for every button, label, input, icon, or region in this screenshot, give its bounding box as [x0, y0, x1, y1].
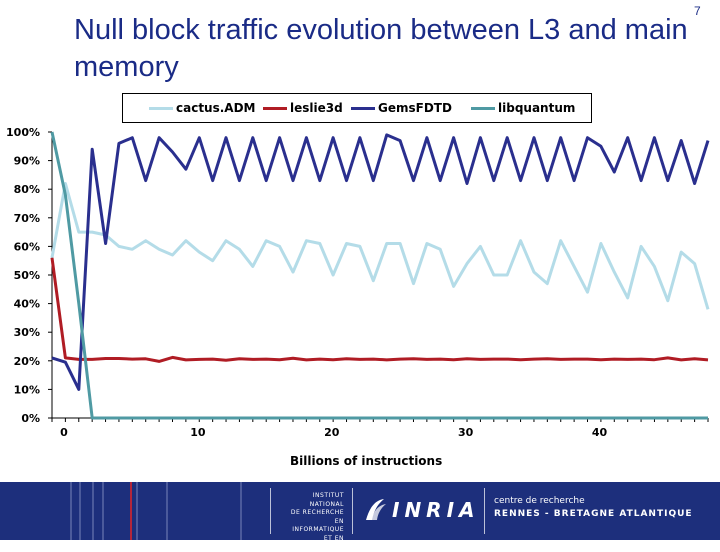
series-line-cactusadm — [50, 182, 710, 310]
inria-logo: INRIA — [362, 496, 480, 524]
y-tick-label: 80% — [14, 183, 40, 196]
legend-item-gemsfdtd: GemsFDTD — [351, 101, 452, 115]
footer-stripe — [102, 482, 104, 540]
inria-logo-text: INRIA — [392, 498, 480, 522]
chart-legend: cactus.ADM leslie3d GemsFDTD libquantum — [122, 93, 592, 123]
legend-item-libquantum: libquantum — [471, 101, 575, 115]
research-center-line1: centre de recherche — [494, 496, 585, 506]
footer-stripe — [136, 482, 138, 540]
legend-label: cactus.ADM — [176, 101, 256, 115]
y-tick-label: 90% — [14, 155, 40, 168]
footer-stripe — [240, 482, 242, 540]
legend-label: leslie3d — [290, 101, 343, 115]
y-tick-label: 60% — [14, 240, 40, 253]
footer-separator — [270, 488, 271, 534]
footer-stripe — [92, 482, 94, 540]
footer-stripe — [130, 482, 132, 540]
slide-title: Null block traffic evolution between L3 … — [74, 14, 688, 83]
series-line-gemsfdtd — [51, 133, 710, 391]
series-line-leslie3d — [50, 257, 709, 363]
legend-swatch — [351, 106, 375, 110]
legend-label: GemsFDTD — [378, 101, 452, 115]
y-tick-label: 20% — [14, 355, 40, 368]
x-tick-label: 10 — [190, 426, 206, 439]
legend-swatch — [471, 106, 495, 110]
institute-line: DE RECHERCHE — [290, 509, 344, 516]
footer-separator — [484, 488, 485, 534]
footer-separator — [352, 488, 353, 534]
legend-swatch — [263, 106, 287, 110]
line-chart: 0% 10% 20% 30% 40% 50% 60% 70% 80% 90% 100% 0 10 20 30… — [6, 126, 710, 439]
y-tick-label: 30% — [14, 326, 40, 339]
institute-line: ET EN AUTOMATIQUE — [294, 534, 344, 551]
legend-item-leslie3d: leslie3d — [263, 101, 343, 115]
page-number: 7 — [694, 4, 701, 18]
x-tick-label: 0 — [60, 426, 68, 439]
y-tick-label: 10% — [14, 383, 40, 396]
research-center: centre de recherche RENNES - BRETAGNE AT… — [494, 495, 693, 521]
footer-stripe — [166, 482, 168, 540]
legend-label: libquantum — [498, 101, 576, 115]
y-tick-label: 100% — [6, 126, 40, 139]
institute-name: INSTITUT NATIONAL DE RECHERCHE EN INFORM… — [282, 492, 344, 552]
x-tick-label: 20 — [324, 426, 340, 439]
footer-stripe — [79, 482, 81, 540]
research-center-line2: RENNES - BRETAGNE ATLANTIQUE — [494, 509, 693, 519]
y-tick-label: 0% — [21, 412, 40, 425]
institute-line: INSTITUT NATIONAL — [309, 492, 344, 508]
legend-swatch — [149, 106, 173, 110]
legend-item-cactusadm: cactus.ADM — [149, 101, 256, 115]
series-line-libquantum — [50, 131, 708, 420]
footer-stripe — [70, 482, 72, 540]
y-tick-label: 70% — [14, 212, 40, 225]
inria-logo-icon — [366, 499, 386, 520]
x-tick-label: 30 — [458, 426, 474, 439]
footer-banner: INSTITUT NATIONAL DE RECHERCHE EN INFORM… — [0, 482, 720, 550]
institute-line: EN INFORMATIQUE — [292, 517, 344, 534]
x-axis-label: Billions of instructions — [290, 454, 443, 468]
y-tick-label: 40% — [14, 298, 40, 311]
y-tick-label: 50% — [14, 269, 40, 282]
x-tick-label: 40 — [592, 426, 608, 439]
